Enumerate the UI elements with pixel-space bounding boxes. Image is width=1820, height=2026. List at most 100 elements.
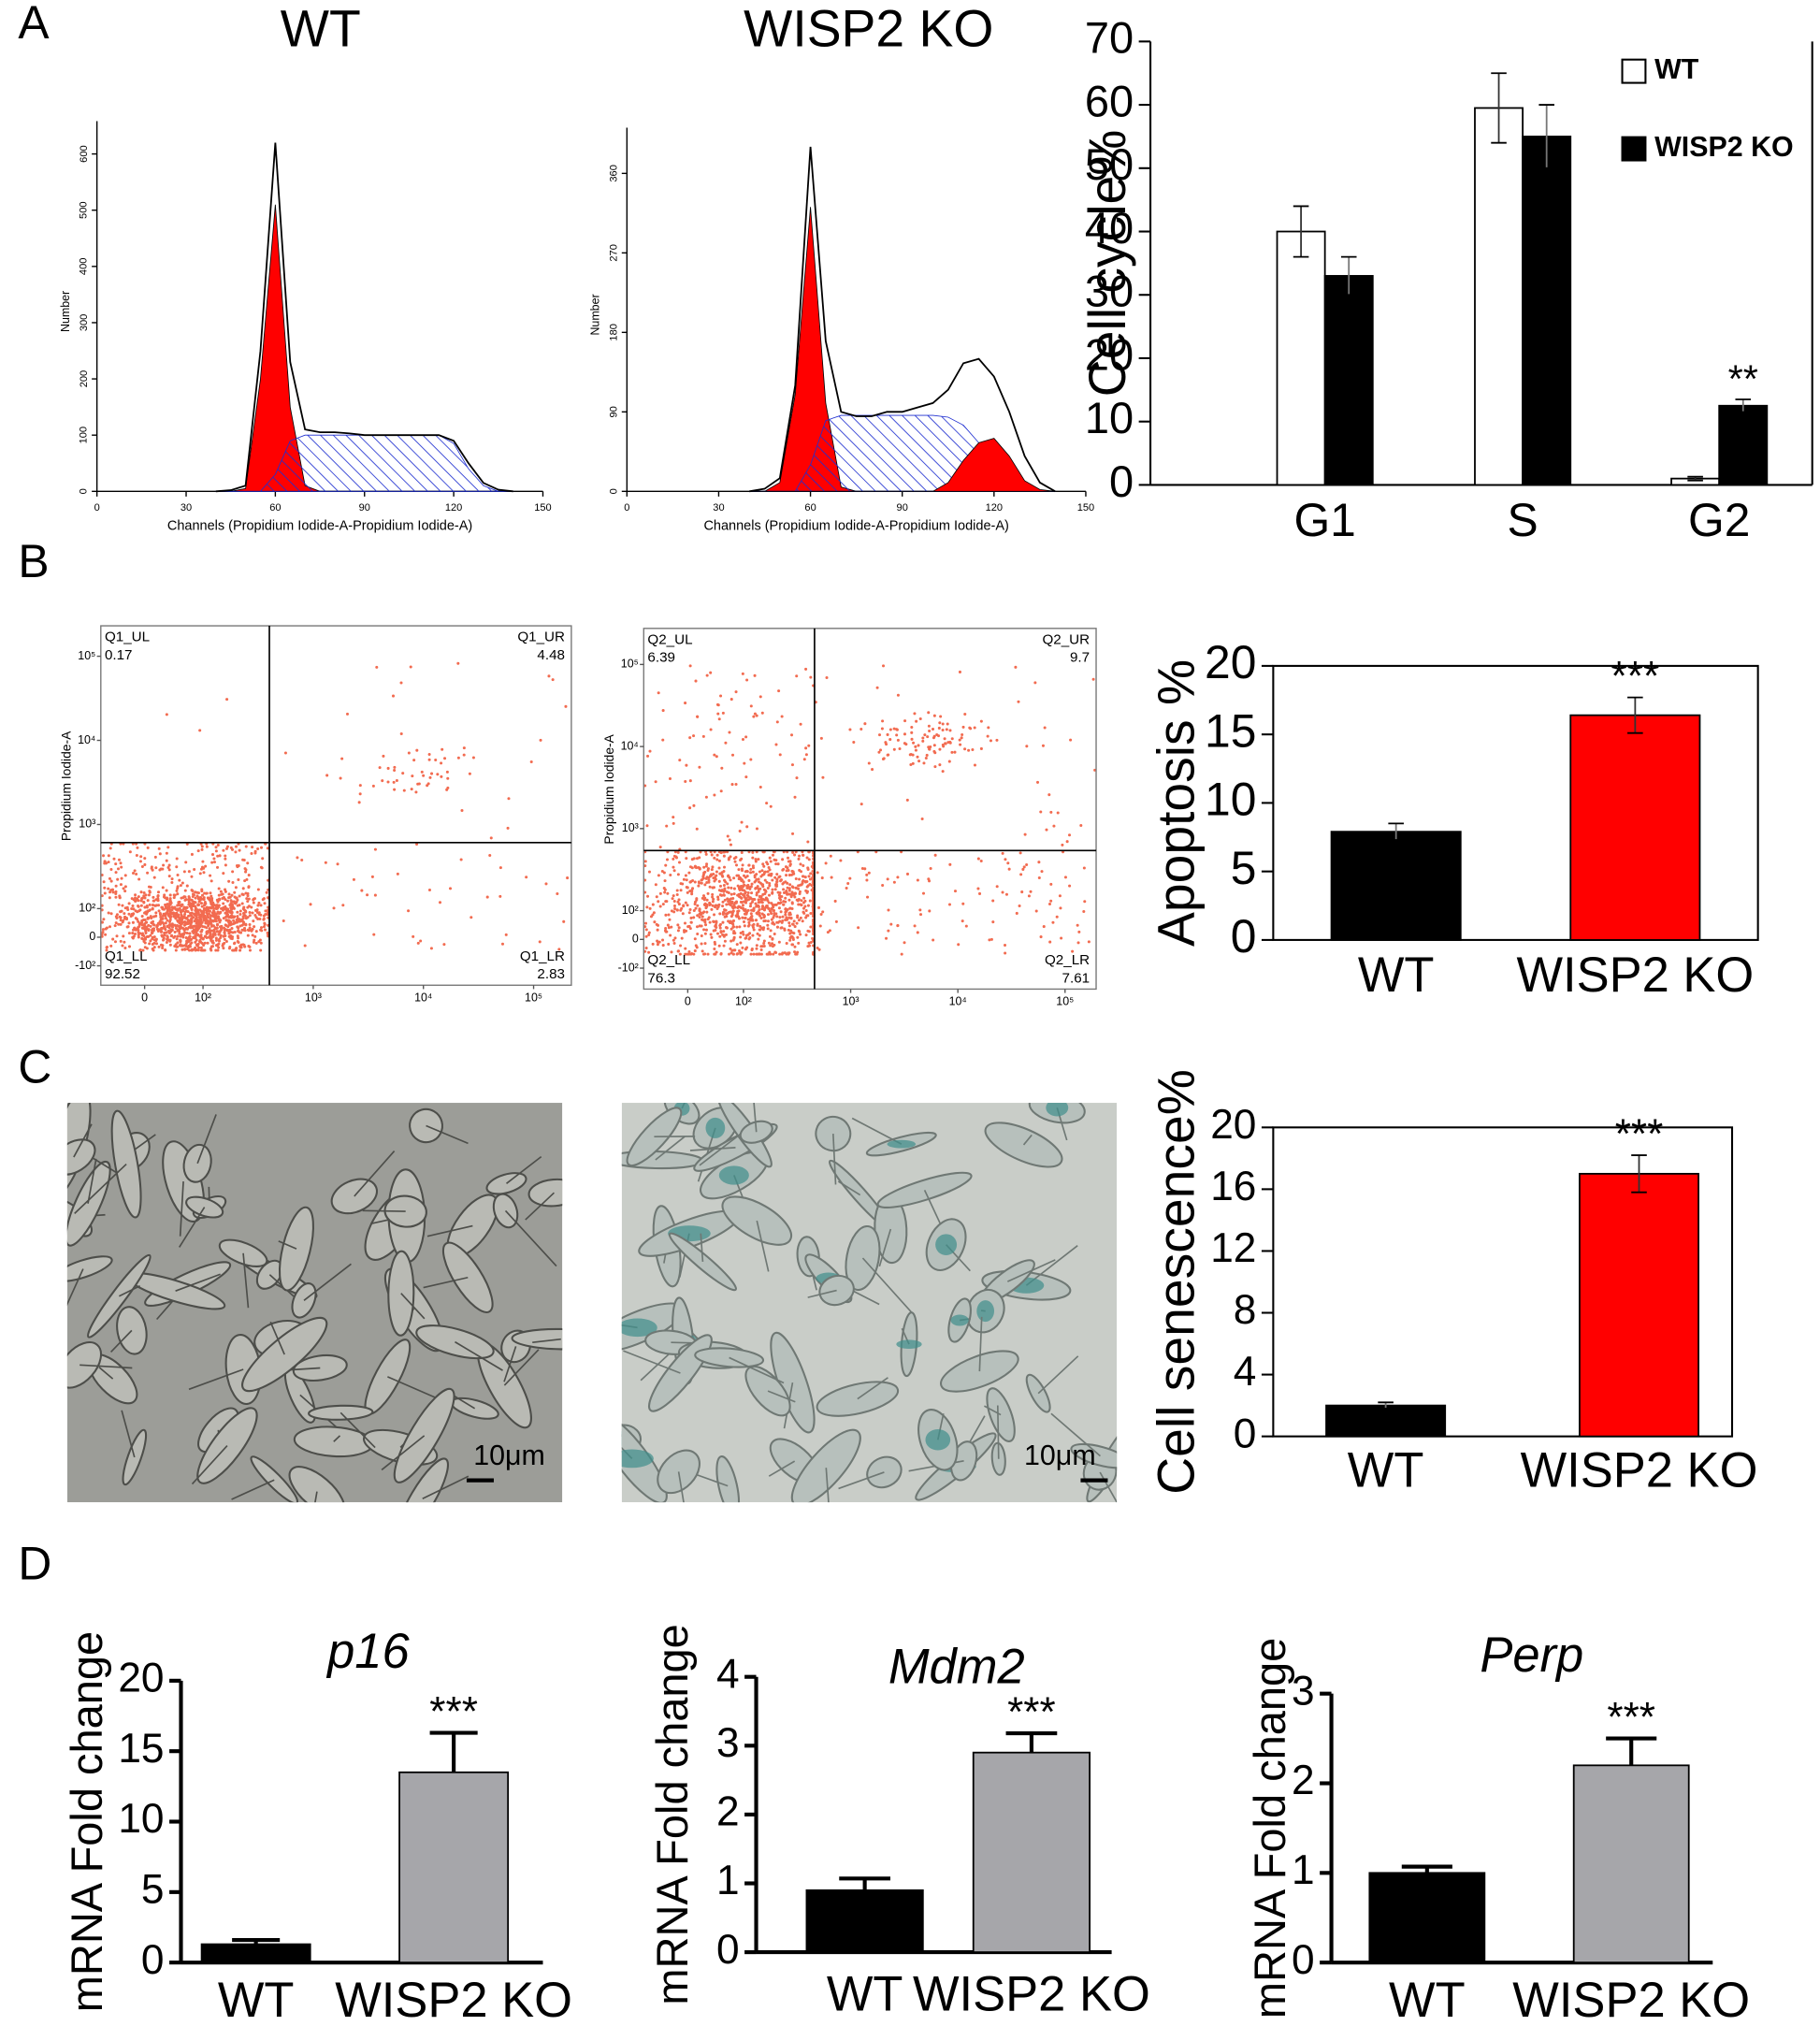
event-dot — [881, 884, 884, 887]
event-dot — [825, 676, 828, 679]
stain — [611, 1450, 654, 1469]
event-dot — [181, 922, 183, 925]
y-tick-label: 1 — [716, 1858, 740, 1903]
panel-label: B — [18, 535, 49, 587]
event-dot — [915, 720, 917, 723]
event-dot — [166, 846, 169, 848]
event-dot — [657, 929, 659, 932]
bar — [974, 1753, 1090, 1952]
event-dot — [169, 915, 172, 918]
event-dot — [800, 870, 802, 873]
event-dot — [656, 895, 658, 898]
event-dot — [216, 923, 219, 926]
event-dot — [728, 891, 730, 894]
event-dot — [762, 942, 765, 945]
event-dot — [230, 908, 233, 911]
event-dot — [177, 874, 180, 876]
event-dot — [914, 924, 917, 927]
event-dot — [263, 925, 266, 928]
event-dot — [645, 928, 648, 931]
event-dot — [231, 881, 234, 884]
x-axis-label: Channels (Propidium Iodide-A-Propidium I… — [167, 518, 472, 533]
event-dot — [655, 780, 657, 783]
event-dot — [140, 904, 143, 907]
scale-bar-label: 10μm — [1024, 1440, 1096, 1471]
event-dot — [806, 930, 809, 933]
event-dot — [212, 857, 215, 860]
event-dot — [260, 926, 263, 929]
event-dot — [109, 945, 112, 948]
event-dot — [242, 906, 245, 909]
event-dot — [775, 921, 778, 924]
x-tick-label: G1 — [1293, 494, 1355, 546]
event-dot — [793, 946, 796, 948]
event-dot — [729, 855, 731, 858]
x-tick-label: 60 — [804, 502, 816, 514]
event-dot — [737, 916, 740, 919]
event-dot — [757, 938, 759, 941]
event-dot — [1036, 781, 1039, 784]
event-dot — [751, 901, 754, 904]
event-dot — [1048, 903, 1051, 905]
event-dot — [721, 874, 724, 876]
event-dot — [183, 924, 186, 927]
event-dot — [656, 923, 658, 926]
event-dot — [251, 846, 253, 848]
event-dot — [242, 923, 245, 926]
event-dot — [209, 875, 211, 877]
event-dot — [770, 805, 773, 808]
event-dot — [171, 929, 174, 932]
event-dot — [690, 917, 693, 919]
event-dot — [197, 948, 200, 951]
event-dot — [232, 948, 235, 951]
event-dot — [673, 900, 676, 903]
event-dot — [108, 877, 111, 880]
event-dot — [702, 928, 705, 931]
event-dot — [411, 774, 413, 777]
event-dot — [227, 880, 230, 883]
event-dot — [727, 900, 729, 903]
event-dot — [739, 953, 742, 956]
event-dot — [758, 880, 760, 883]
error-bar — [1606, 1739, 1656, 1766]
event-dot — [233, 891, 236, 894]
event-dot — [180, 916, 182, 919]
event-dot — [771, 919, 773, 921]
event-dot — [1033, 681, 1036, 684]
event-dot — [664, 864, 667, 867]
event-dot — [192, 936, 195, 939]
event-dot — [236, 911, 238, 914]
event-dot — [122, 934, 124, 937]
event-dot — [132, 907, 135, 910]
event-dot — [769, 873, 772, 876]
event-dot — [183, 920, 186, 923]
event-dot — [787, 857, 789, 860]
event-dot — [735, 863, 738, 866]
event-dot — [237, 934, 239, 937]
x-tick-label: WISP2 KO — [1516, 948, 1754, 1003]
event-dot — [701, 878, 703, 881]
event-dot — [709, 903, 712, 905]
event-dot — [107, 888, 109, 890]
event-dot — [770, 912, 773, 915]
cell-process — [363, 1210, 406, 1211]
event-dot — [246, 861, 249, 864]
event-dot — [193, 901, 195, 904]
event-dot — [718, 717, 721, 720]
event-dot — [666, 858, 669, 861]
event-dot — [664, 927, 667, 930]
event-dot — [259, 938, 262, 941]
event-dot — [746, 899, 749, 902]
event-dot — [865, 874, 868, 876]
event-dot — [195, 930, 198, 933]
event-dot — [217, 898, 220, 901]
y-tick-label: 10² — [79, 902, 95, 915]
event-dot — [236, 921, 238, 924]
event-dot — [777, 902, 780, 904]
event-dot — [702, 872, 705, 875]
event-dot — [691, 866, 694, 869]
event-dot — [948, 904, 951, 906]
event-dot — [1061, 844, 1063, 847]
event-dot — [751, 857, 754, 860]
event-dot — [771, 891, 773, 894]
